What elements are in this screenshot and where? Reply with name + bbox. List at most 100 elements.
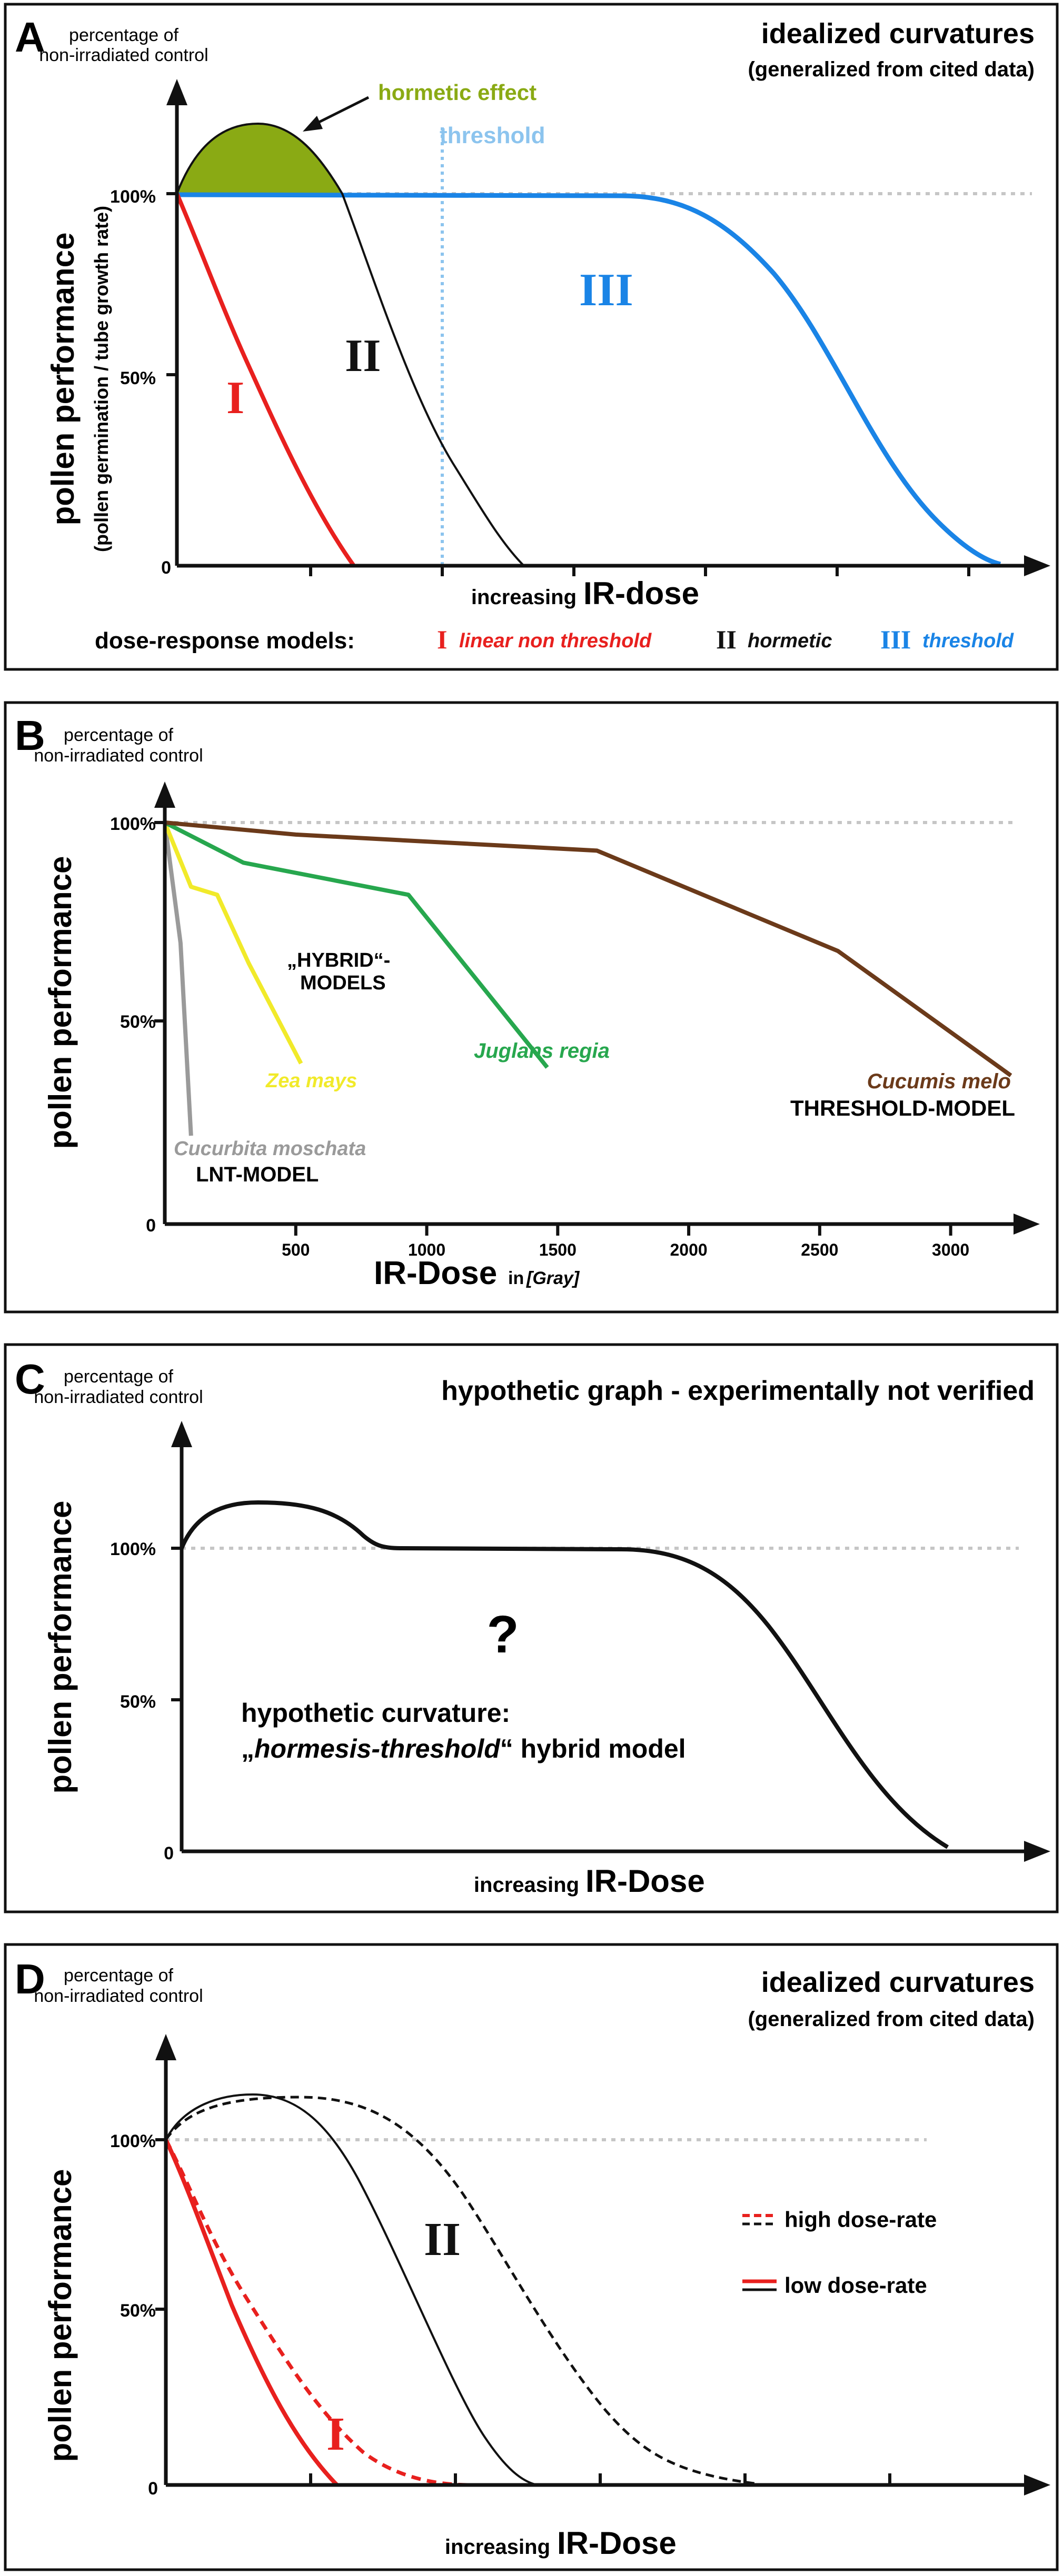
panel-b-juglans: Juglans regia: [474, 1039, 610, 1063]
panel-a-title: idealized curvatures: [761, 18, 1035, 49]
panel-b-yaxis-top-2: non-irradiated control: [34, 746, 203, 766]
panel-d-curve-ii-low: [165, 2093, 538, 2486]
panel-a: A percentage of non-irradiated control i…: [4, 3, 1059, 671]
panel-c-tick-0: 0: [164, 1843, 174, 1863]
panel-a-label-iii: III: [579, 265, 633, 316]
panel-b-yaxis-top-1: percentage of: [64, 725, 173, 745]
panel-b-hybrid-2: MODELS: [300, 972, 386, 994]
panel-d-frame: [4, 1943, 1059, 2571]
panel-d-label-i: I: [326, 2408, 345, 2460]
panel-c-xlabel-main: IR-Dose: [585, 1863, 705, 1899]
panel-a-hormetic-arrow-line: [310, 96, 370, 128]
panel-d-tick-0: 0: [148, 2479, 158, 2499]
panel-a-subtitle: (generalized from cited data): [748, 58, 1035, 81]
panel-a-legend-ii-num: II: [716, 625, 737, 654]
panel-b-yticks: [154, 821, 165, 1023]
panel-c-yaxis-top-1: percentage of: [64, 1367, 173, 1387]
panel-b-tick-0: 0: [146, 1216, 156, 1236]
panel-d-xlabel-pre: increasing: [445, 2535, 550, 2559]
panel-d-title: idealized curvatures: [761, 1967, 1035, 1998]
x-tick-label-2000: 2000: [670, 1240, 707, 1259]
panel-c-question: ?: [486, 1605, 519, 1664]
panel-a-ylabel-sub: (pollen germination / tube growth rate): [91, 206, 112, 552]
panel-d-legend-low: low dose-rate: [784, 2273, 927, 2298]
panel-b-letter: B: [15, 712, 45, 759]
series-juglans-regia: [164, 820, 549, 1069]
panel-a-curve-ii: [176, 122, 525, 567]
panel-a-hormetic-label: hormetic effect: [378, 80, 537, 105]
panel-d-ylabel: pollen performance: [43, 2169, 78, 2462]
panel-b-y-arrow: [154, 781, 175, 808]
panel-d-legend: high dose-rate low dose-rate: [742, 2207, 937, 2298]
x-tick-label-500: 500: [282, 1240, 310, 1259]
panel-a-label-ii: II: [345, 330, 381, 382]
panel-c-hyp-1: hypothetic curvature:: [241, 1698, 510, 1728]
panel-c-tick-50: 50%: [120, 1692, 156, 1712]
panel-a-frame: [4, 3, 1059, 671]
series-cucurbita-moschata: [163, 822, 193, 1136]
panel-b-tick-50: 50%: [120, 1012, 156, 1032]
series-zea-mays: [163, 821, 303, 1065]
panel-a-label-i: I: [226, 373, 244, 424]
panel-a-tick-50: 50%: [120, 368, 156, 388]
panel-b-xticks: 500 1000 1500 2000 2500 3000: [282, 1224, 969, 1259]
panel-a-tick-100: 100%: [110, 187, 156, 207]
panel-a-ticks: [166, 192, 970, 576]
panel-d-tick-50: 50%: [120, 2301, 156, 2321]
panel-d-yaxis-top-2: non-irradiated control: [34, 1986, 203, 2006]
panel-d-legend-high: high dose-rate: [784, 2207, 937, 2232]
panel-a-curve-iii: [176, 192, 1001, 567]
panel-c-yticks: [171, 1547, 182, 1701]
panel-b-x-arrow: [1014, 1214, 1040, 1235]
panel-a-xlabel-main: IR-dose: [583, 576, 699, 611]
panel-d-letter: D: [15, 1956, 45, 2002]
panel-c-hyp-q1: „: [241, 1734, 254, 1763]
panel-b-frame: [4, 701, 1059, 1314]
panel-c-letter: C: [15, 1356, 45, 1402]
panel-a-legend-i-text: linear non threshold: [459, 630, 652, 652]
panel-d: D percentage of non-irradiated control i…: [4, 1943, 1059, 2571]
panel-a-yaxis-top-2: non-irradiated control: [39, 45, 208, 65]
panel-b-xlabel-main: IR-Dose: [374, 1255, 497, 1291]
panel-a-ylabel: pollen performance: [45, 233, 81, 526]
panel-a-tick-0: 0: [161, 558, 171, 578]
panel-a-yaxis-top-1: percentage of: [69, 25, 178, 45]
panel-a-threshold-label: threshold: [440, 123, 545, 148]
panel-c-y-arrow: [171, 1421, 192, 1447]
panel-c-title: hypothetic graph - experimentally not ve…: [441, 1376, 1035, 1406]
panel-d-tick-100: 100%: [110, 2131, 156, 2151]
panel-b-series: [163, 820, 1012, 1136]
panel-c-curve: [180, 1500, 949, 1849]
panel-d-label-ii: II: [424, 2213, 461, 2266]
panel-d-ticks: [155, 2138, 891, 2485]
x-tick-label-3000: 3000: [932, 1240, 969, 1259]
panel-b-ylabel: pollen performance: [43, 856, 78, 1149]
panel-d-yaxis-top-1: percentage of: [64, 1966, 173, 1986]
panel-a-xlabel-pre: increasing: [471, 586, 577, 609]
panel-a-letter: A: [15, 14, 45, 61]
panel-c-hyp-q2: “ hybrid model: [500, 1734, 686, 1763]
panel-c-hyp-2: „hormesis-threshold“ hybrid model: [241, 1734, 686, 1763]
panel-d-y-arrow: [155, 2034, 176, 2060]
panel-a-hormetic-arrow-head: [303, 116, 323, 132]
panel-d-subtitle: (generalized from cited data): [748, 2008, 1035, 2031]
panel-c-hyp-italic: hormesis-threshold: [254, 1734, 501, 1763]
series-cucumis-melo: [164, 820, 1012, 1077]
panel-b-xlabel-unit: [Gray]: [526, 1268, 580, 1288]
panel-b-zea: Zea mays: [265, 1070, 357, 1092]
x-tick-label-2500: 2500: [801, 1240, 838, 1259]
panel-d-curve-ii-high: [164, 2096, 759, 2485]
x-tick-label-1500: 1500: [539, 1240, 577, 1259]
panel-a-legend-iii-num: III: [880, 625, 911, 654]
panel-b-threshold-model: THRESHOLD-MODEL: [790, 1096, 1015, 1120]
panel-c-yaxis-top-2: non-irradiated control: [34, 1387, 203, 1407]
panel-b-cucurbita: Cucurbita moschata: [174, 1138, 366, 1160]
panel-c-tick-100: 100%: [110, 1539, 156, 1559]
x-tick-label-1000: 1000: [408, 1240, 445, 1259]
panel-b-tick-100: 100%: [110, 814, 156, 834]
panel-c-xlabel-pre: increasing: [474, 1873, 579, 1897]
panel-a-legend-ii-text: hormetic: [748, 630, 832, 652]
panel-a-x-arrow: [1024, 555, 1050, 576]
panel-c-x-arrow: [1024, 1841, 1050, 1862]
